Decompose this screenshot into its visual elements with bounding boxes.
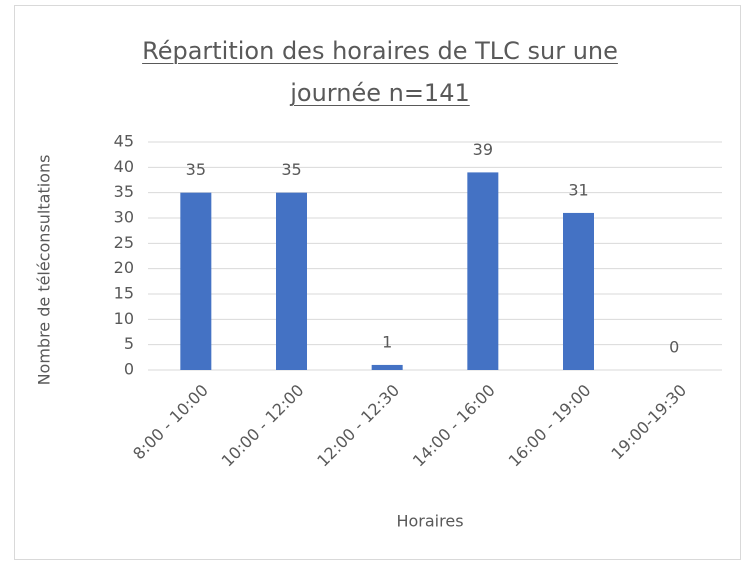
bar	[180, 192, 212, 370]
y-tick-label: 35	[114, 182, 134, 201]
data-label: 35	[186, 160, 206, 179]
data-label: 31	[568, 180, 588, 199]
chart-border	[14, 5, 741, 560]
y-tick-label: 25	[114, 233, 134, 252]
y-tick-label: 10	[114, 309, 134, 328]
data-label: 1	[382, 332, 392, 351]
y-tick-label: 0	[124, 360, 134, 379]
bar	[563, 212, 594, 370]
bar	[276, 192, 307, 370]
y-tick-label: 5	[124, 334, 134, 353]
y-tick-label: 45	[114, 132, 134, 151]
y-tick-label: 30	[114, 208, 134, 227]
y-tick-label: 40	[114, 157, 134, 176]
bar	[467, 172, 499, 370]
chart-title: Répartition des horaires de TLC sur une …	[142, 37, 618, 107]
data-label: 35	[281, 160, 301, 179]
bar	[371, 364, 403, 370]
data-label: 39	[473, 140, 493, 159]
y-tick-label: 15	[114, 284, 134, 303]
y-axis-label: Nombre de téléconsultations	[35, 155, 54, 386]
x-axis-label: Horaires	[396, 512, 463, 531]
y-tick-label: 20	[114, 258, 134, 277]
data-label: 0	[669, 338, 679, 357]
